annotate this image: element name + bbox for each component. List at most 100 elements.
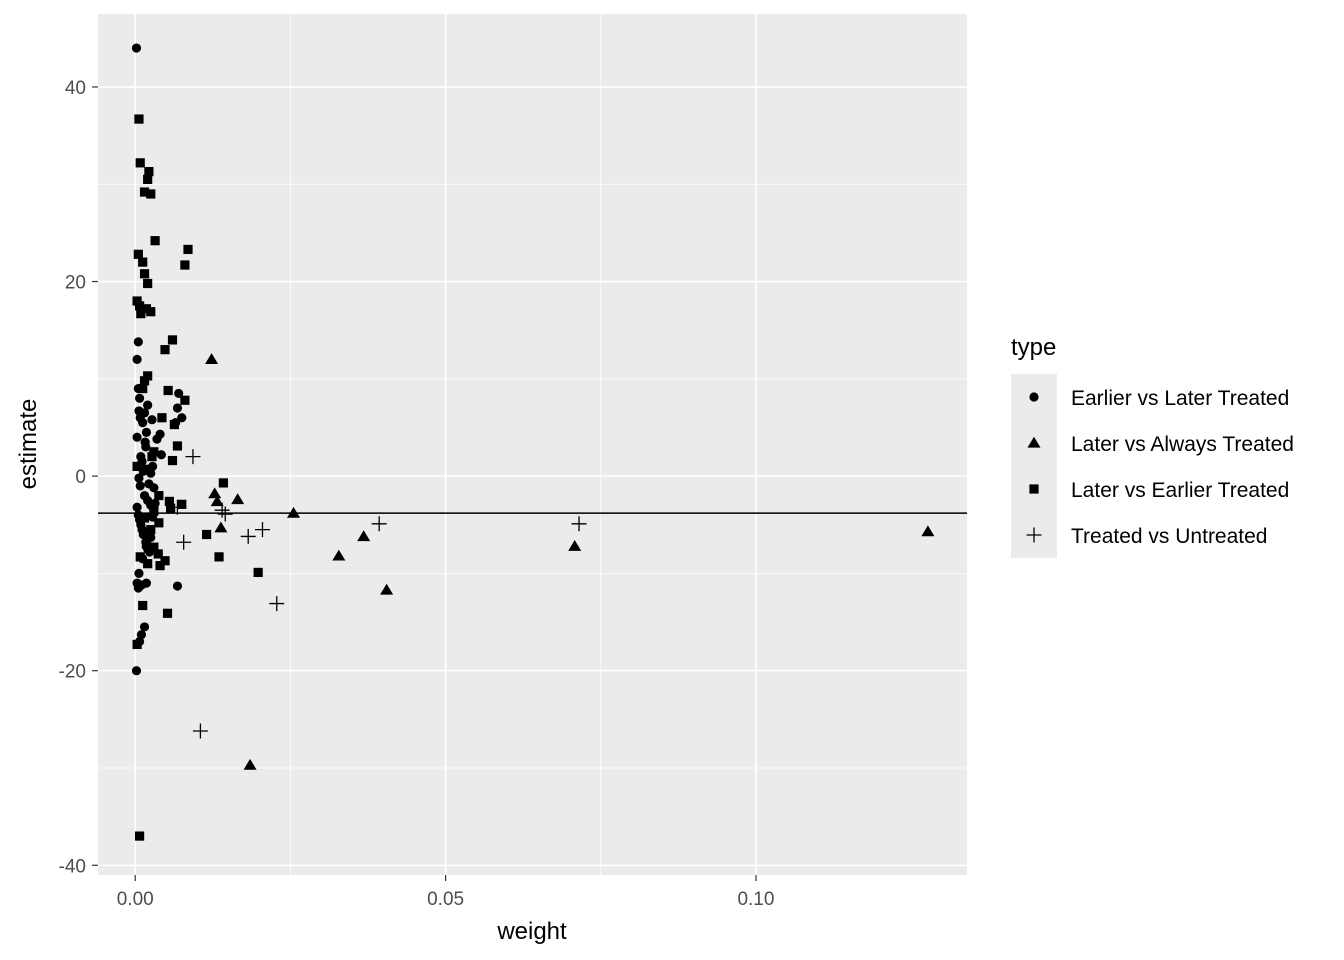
data-point-square xyxy=(160,345,170,355)
data-point-circle xyxy=(172,403,183,413)
data-point-circle xyxy=(177,413,187,423)
data-point-square xyxy=(154,518,164,528)
legend-key-circle xyxy=(1029,392,1039,402)
data-point-square xyxy=(157,413,167,423)
data-point-square xyxy=(134,114,144,124)
data-point-triangle xyxy=(380,583,394,595)
data-point-circle xyxy=(139,408,150,418)
data-point-square xyxy=(136,309,146,319)
data-point-square xyxy=(138,383,148,394)
data-point-square xyxy=(143,174,153,184)
data-point-plus xyxy=(571,516,587,532)
data-point-square xyxy=(132,296,142,306)
data-point-circle xyxy=(143,400,153,410)
data-point-square xyxy=(146,189,156,199)
data-point-square xyxy=(214,552,224,562)
data-point-circle xyxy=(133,337,143,347)
data-point-circle xyxy=(134,568,144,579)
data-point-square xyxy=(146,307,156,317)
legend-title: type xyxy=(1011,334,1056,361)
data-point-plus xyxy=(185,449,201,465)
data-point-square xyxy=(134,301,145,311)
data-points xyxy=(131,43,935,841)
data-point-circle xyxy=(141,427,152,437)
data-point-circle xyxy=(139,622,150,632)
data-point-triangle xyxy=(921,525,935,537)
data-point-square xyxy=(180,260,190,270)
data-point-square xyxy=(135,158,145,168)
data-point-triangle xyxy=(332,549,346,561)
data-point-circle xyxy=(138,418,148,428)
data-point-square xyxy=(135,552,145,562)
data-point-square xyxy=(150,236,160,246)
data-point-circle xyxy=(131,43,142,53)
legend-key-plus xyxy=(1026,527,1042,543)
data-point-square xyxy=(169,419,179,430)
data-point-circle xyxy=(172,581,183,591)
data-point-square xyxy=(138,257,148,267)
data-point-square xyxy=(146,525,156,535)
data-point-square xyxy=(141,539,152,549)
data-point-square xyxy=(147,452,157,462)
data-point-square xyxy=(149,542,159,552)
data-point-square xyxy=(143,371,153,381)
data-point-square xyxy=(162,608,173,618)
data-point-square xyxy=(139,513,150,523)
data-point-square xyxy=(202,529,212,540)
data-point-square xyxy=(166,503,176,513)
y-tick-label: -20 xyxy=(59,662,86,683)
x-tick-label: 0.05 xyxy=(427,889,464,910)
data-point-square xyxy=(172,441,183,451)
data-point-square xyxy=(143,559,153,569)
major-gridlines xyxy=(98,14,967,875)
data-point-square xyxy=(167,335,178,345)
data-point-square xyxy=(143,278,153,289)
data-point-square xyxy=(149,506,159,516)
data-point-square xyxy=(167,455,178,466)
data-point-circle xyxy=(141,442,151,452)
legend-label: Earlier vs Later Treated xyxy=(1071,387,1289,410)
y-axis-ticks: -40 -20 0 20 40 xyxy=(59,78,98,877)
data-point-square xyxy=(139,376,150,386)
plot-panel xyxy=(98,14,967,875)
data-point-square xyxy=(139,269,150,279)
data-point-triangle xyxy=(210,495,224,507)
legend-key-square xyxy=(1029,484,1039,494)
data-point-plus xyxy=(371,516,387,532)
data-point-square xyxy=(177,499,187,509)
data-point-circle xyxy=(147,415,157,425)
data-point-plus xyxy=(192,723,208,739)
data-point-triangle xyxy=(231,493,245,505)
data-point-square xyxy=(153,549,163,559)
y-tick-label: 40 xyxy=(65,78,86,99)
data-point-circle xyxy=(132,354,142,364)
data-point-circle xyxy=(132,432,142,442)
data-point-square xyxy=(133,249,143,259)
data-point-circle xyxy=(156,450,166,460)
y-axis-title: estimate xyxy=(15,399,42,490)
data-point-plus xyxy=(214,502,230,518)
x-axis-title: weight xyxy=(496,918,567,945)
data-point-square xyxy=(149,447,159,457)
legend-key-triangle xyxy=(1027,436,1041,448)
data-point-square xyxy=(155,561,165,571)
data-point-circle xyxy=(155,429,165,439)
legend-label: Later vs Always Treated xyxy=(1071,433,1294,456)
data-point-circle xyxy=(134,473,144,483)
data-point-square xyxy=(132,639,142,650)
data-point-square xyxy=(134,831,145,841)
data-point-square xyxy=(164,496,174,507)
data-point-square xyxy=(139,187,150,197)
x-axis-ticks: 0.00 0.05 0.10 xyxy=(117,875,774,910)
data-point-plus xyxy=(169,499,185,515)
legend: type Earlier vs Later Treated Later vs Al… xyxy=(1011,334,1294,558)
data-point-triangle xyxy=(208,487,222,499)
data-point-triangle xyxy=(243,758,257,770)
data-point-square xyxy=(160,556,170,566)
data-point-plus xyxy=(269,596,285,612)
data-point-square xyxy=(154,490,164,501)
data-point-plus xyxy=(217,506,233,522)
data-point-square xyxy=(218,478,228,488)
legend-label: Treated vs Untreated xyxy=(1071,525,1268,548)
x-tick-label: 0.10 xyxy=(737,889,774,910)
